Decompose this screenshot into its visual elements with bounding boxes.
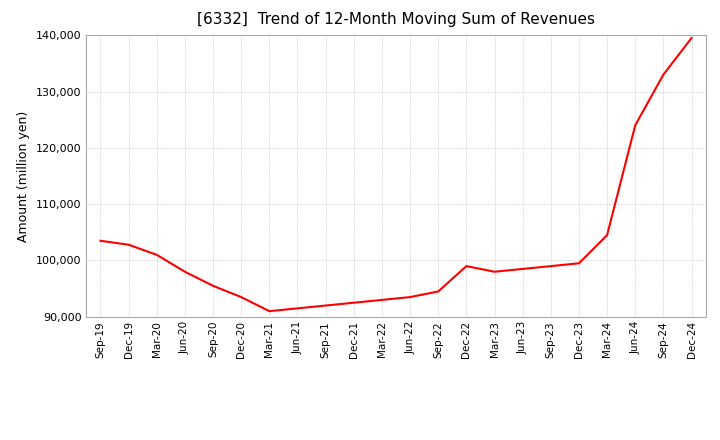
Y-axis label: Amount (million yen): Amount (million yen) xyxy=(17,110,30,242)
Title: [6332]  Trend of 12-Month Moving Sum of Revenues: [6332] Trend of 12-Month Moving Sum of R… xyxy=(197,12,595,27)
